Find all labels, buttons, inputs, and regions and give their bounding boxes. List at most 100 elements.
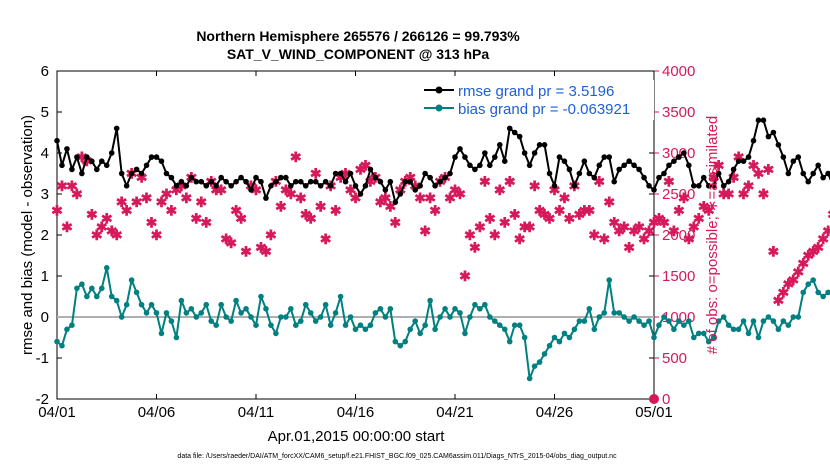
rmse-point — [691, 183, 697, 189]
rmse-point — [64, 146, 70, 152]
rmse-point — [750, 137, 757, 144]
bias-point — [501, 326, 508, 333]
obs-point: ✱ — [300, 207, 312, 223]
rmse-point — [367, 166, 374, 173]
rmse-point — [352, 183, 359, 189]
bias-point — [616, 310, 622, 316]
obs-point: ✱ — [812, 239, 824, 255]
obs-point: ✱ — [121, 202, 133, 218]
rmse-point — [482, 150, 488, 156]
rmse-point — [735, 158, 742, 164]
obs-point: ✱ — [822, 223, 830, 239]
rmse-point — [780, 154, 787, 160]
bias-point — [477, 306, 483, 312]
bias-point — [392, 338, 399, 345]
y-right-tick-label: 2000 — [662, 227, 695, 244]
bias-point — [74, 285, 80, 292]
obs-point: ✱ — [578, 202, 590, 218]
obs-point: ✱ — [718, 186, 730, 202]
bias-point — [268, 322, 274, 329]
y-right-tick-label: 2500 — [662, 186, 695, 203]
legend-rmse-label: rmse grand pr = 3.5196 — [458, 83, 614, 100]
rmse-point — [571, 183, 578, 189]
rmse-point — [740, 158, 747, 164]
y-axis-left-label: rmse and bias (model - observation) — [19, 115, 36, 355]
rmse-point — [596, 162, 603, 169]
obs-point: ✱ — [375, 194, 387, 210]
obs-point: ✱ — [544, 211, 556, 227]
obs-point: ✱ — [504, 174, 516, 190]
bias-point — [253, 322, 259, 329]
bias-point — [805, 281, 812, 288]
bias-point — [800, 289, 807, 296]
rmse-point — [54, 137, 60, 144]
bias-point — [715, 318, 722, 324]
bias-point — [94, 293, 100, 300]
rmse-point — [815, 162, 821, 169]
rmse-point — [397, 191, 404, 197]
bias-point — [263, 306, 269, 312]
y-left-tick-label: 5 — [41, 104, 49, 121]
bias-point — [397, 342, 404, 349]
bias-point — [322, 301, 329, 308]
obs-point: ✱ — [379, 190, 391, 206]
bias-point — [273, 330, 279, 337]
bias-point — [686, 318, 692, 324]
rmse-point — [193, 178, 200, 185]
rmse-point — [601, 154, 608, 160]
rmse-point — [228, 183, 234, 189]
obs-point: ✱ — [91, 227, 103, 243]
y-left-tick-label: 2 — [41, 227, 49, 244]
bias-point — [566, 334, 573, 341]
obs-point: ✱ — [753, 166, 765, 182]
legend-rmse-marker — [435, 86, 443, 94]
rmse-point — [283, 174, 289, 181]
rmse-point — [417, 183, 423, 189]
bias-point — [496, 322, 503, 329]
rmse-point — [785, 170, 792, 177]
rmse-point — [238, 174, 244, 181]
rmse-point — [720, 183, 727, 189]
obs-point: ✱ — [623, 239, 635, 255]
rmse-point — [208, 178, 215, 185]
bias-point — [745, 330, 752, 337]
rmse-point — [263, 195, 269, 201]
bias-point — [278, 314, 284, 320]
rmse-point — [775, 142, 782, 148]
bias-point — [133, 289, 140, 296]
rmse-point — [671, 158, 677, 164]
rmse-point — [745, 154, 752, 160]
bias-point — [98, 285, 105, 292]
bias-point — [467, 314, 473, 320]
rmse-point — [128, 170, 135, 177]
obs-point: ✱ — [454, 186, 466, 202]
bias-point — [447, 314, 453, 320]
y-right-tick-label: 3000 — [662, 145, 695, 162]
obs-point: ✱ — [255, 239, 267, 255]
rmse-point — [153, 154, 160, 160]
bias-point — [123, 301, 130, 308]
rmse-point — [656, 174, 662, 181]
obs-point: ✱ — [464, 227, 476, 243]
obs-point: ✱ — [355, 161, 367, 177]
rmse-point — [248, 187, 254, 193]
bias-point — [422, 322, 428, 329]
rmse-point — [293, 178, 299, 185]
rmse-point — [402, 178, 409, 185]
obs-point: ✱ — [176, 178, 188, 194]
rmse-point — [636, 166, 642, 173]
rmse-point — [382, 187, 389, 193]
bias-point — [725, 322, 732, 329]
rmse-point — [218, 174, 224, 181]
obs-point: ✱ — [449, 182, 461, 198]
rmse-point — [646, 183, 652, 189]
obs-point: ✱ — [210, 182, 222, 198]
chart-title-line2: SAT_V_WIND_COMPONENT @ 313 hPa — [227, 46, 490, 62]
obs-point: ✱ — [156, 194, 168, 210]
obs-point: ✱ — [633, 219, 645, 235]
rmse-point — [611, 178, 617, 185]
bias-point — [720, 314, 727, 320]
bias-point — [671, 326, 677, 333]
obs-point: ✱ — [330, 202, 342, 218]
